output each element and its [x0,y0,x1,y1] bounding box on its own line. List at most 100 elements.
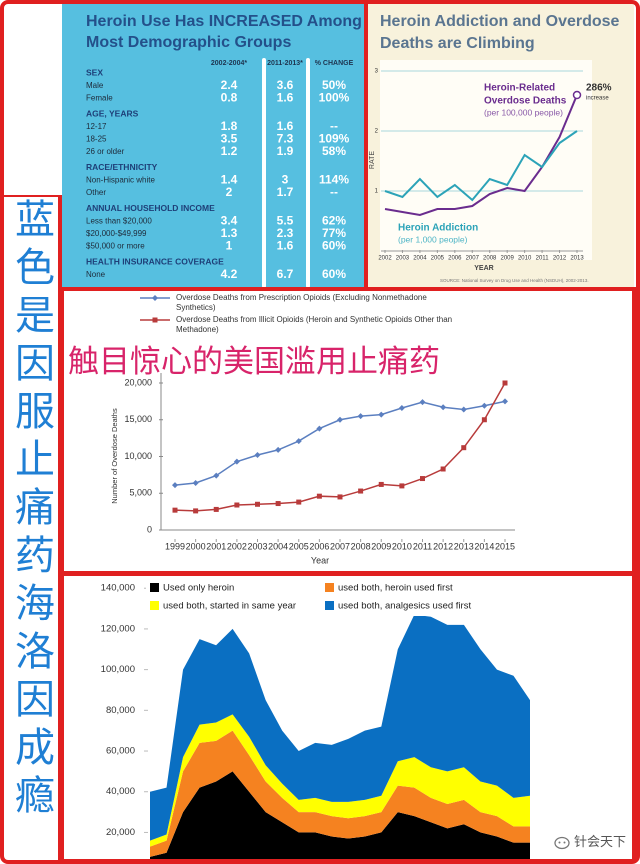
y-tick-label: 80,000 [106,705,135,716]
y-axis-label: RATE [369,151,376,169]
x-tick-label: 2002 [378,256,392,262]
x-tick-label: 2013 [570,256,584,262]
x-axis-label: Year [311,555,329,565]
row-label: None [86,270,106,279]
y-tick-label: 140,000 [101,583,135,594]
series-label: Overdose Deaths [484,96,567,107]
y-tick-label: 60,000 [106,746,135,757]
x-axis-label: YEAR [474,265,493,272]
source: SOURCE: National Survey on Drug Use and … [440,278,589,283]
annotation: 286% [586,83,612,94]
legend-label: used both, started in same year [163,601,296,612]
point [233,458,240,465]
y-tick-label: 120,000 [101,623,135,634]
cell: 1.6 [277,239,294,253]
cell: 1 [226,239,233,253]
cell: 3.4 [221,214,238,228]
cell: 62% [322,214,346,228]
y-axis-label: Number of Overdose Deaths [110,408,119,504]
point [481,417,487,423]
x-tick-label: 2008 [483,256,497,262]
row-label: Less than $20,000 [86,217,152,226]
cell: 2.3 [277,226,294,240]
point [420,476,425,482]
overlay-title: 触目惊心的美国滥用止痛药 [68,344,440,380]
cell: 0.8 [221,91,238,105]
cell: 3 [282,173,289,187]
x-tick-label: 2010 [518,256,532,262]
point [378,481,384,487]
y-tick-label: 20,000 [106,827,135,838]
point [234,502,240,508]
chart1-plot-bg [380,60,592,260]
section-heading: RACE/ETHNICITY [86,162,158,172]
y-tick-label: 15,000 [124,414,152,424]
point [192,479,199,486]
column-divider [262,58,266,288]
x-tick-label: 2000 [186,541,206,551]
x-tick-label: 2005 [289,541,309,551]
point [255,501,260,507]
cell: 109% [319,132,350,146]
cell: 3.6 [277,78,294,92]
point [295,438,302,445]
cell: -- [330,119,338,133]
x-tick-label: 2009 [371,541,391,551]
series-unit: (per 100,000 people) [484,107,563,117]
legend-label: Overdose Deaths from Prescription Opioid… [176,293,427,302]
row-label: 12-17 [86,122,107,131]
point [275,446,282,453]
point [419,399,426,406]
legend-swatch [325,583,334,592]
table-panel [62,4,366,288]
y-tick-label: 2 [375,129,379,135]
cell: 1.3 [221,226,238,240]
x-tick-label: 2008 [351,541,371,551]
legend-marker [152,295,158,301]
point [275,501,281,507]
series-unit: (per 1,000 people) [398,234,468,244]
area-segment [150,771,530,860]
series-line [174,382,506,512]
legend-label: Overdose Deaths from Illicit Opioids (He… [176,315,452,324]
y-tick-label: 0 [147,524,152,534]
x-tick-label: 1999 [165,541,185,551]
x-tick-label: 2015 [495,541,515,551]
x-tick-label: 2003 [247,541,267,551]
legend-label: used both, analgesics used first [338,601,471,612]
point [481,402,488,409]
point [213,472,220,479]
x-tick-label: 2005 [431,256,445,262]
x-tick-label: 2002 [227,541,247,551]
point [357,413,364,420]
cell: 60% [322,239,346,253]
section-heading: SEX [86,67,103,77]
row-label: $20,000-$49,999 [86,229,147,238]
cell: 7.3 [277,132,294,146]
cell: 114% [319,173,349,187]
point [172,482,178,489]
point [460,406,467,413]
point [502,380,508,386]
x-tick-label: 2012 [433,541,453,551]
x-tick-label: 2004 [268,541,288,551]
legend-box [146,578,496,616]
y-tick-label: 100,000 [101,664,135,675]
x-tick-label: 2006 [309,541,329,551]
cell: 6.7 [277,267,294,281]
series-label: Heroin Addiction [398,223,478,234]
section-heading: ANNUAL HOUSEHOLD INCOME [86,203,215,213]
row-label: Non-Hispanic white [86,176,155,185]
watermark-text: 针会天下 [573,835,626,850]
x-tick-label: 2007 [330,541,350,551]
legend-swatch [325,601,334,610]
row-label: Female [86,94,113,103]
legend-label: Used only heroin [163,583,234,594]
row-label: Male [86,81,104,90]
x-tick-label: 2009 [501,256,515,262]
chart3: 20,000 40,000 60,000 80,000 100,000 120,000 14… [101,578,530,860]
point [398,404,405,411]
